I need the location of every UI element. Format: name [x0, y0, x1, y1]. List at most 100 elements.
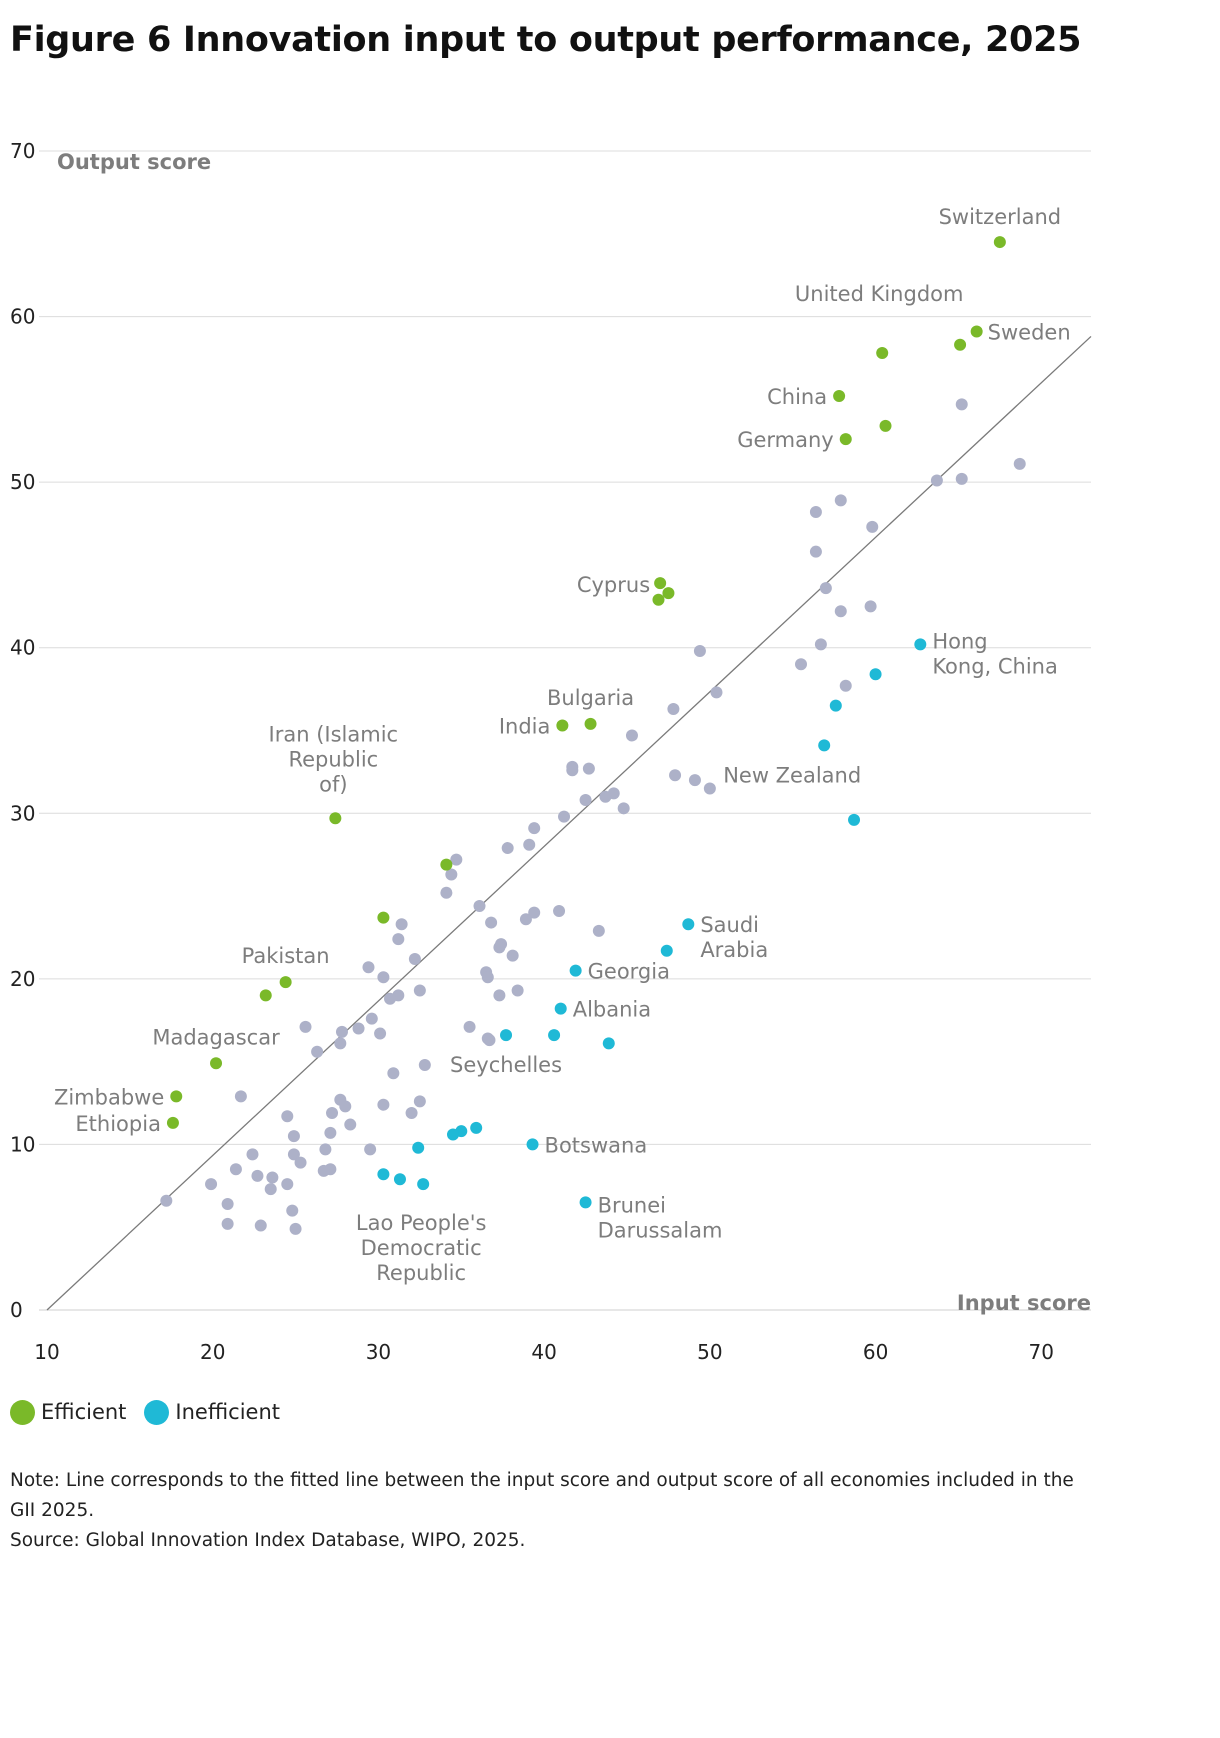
- economy-point: [599, 790, 612, 803]
- economy-point: [287, 1130, 300, 1143]
- economy-label-line: Cyprus: [577, 573, 650, 597]
- inefficient-point: [470, 1121, 483, 1134]
- economy-point: [688, 774, 701, 787]
- inefficient-point: [500, 1029, 513, 1042]
- economy-point: [287, 1148, 300, 1161]
- economy-label-line: Zimbabwe: [54, 1085, 164, 1109]
- economy-label-line: Madagascar: [152, 1025, 280, 1049]
- scatter-chart: 0 10 20 30 40 50 60 70 10 20 30 40 50 60 70 Output scor…: [10, 139, 1092, 1364]
- inefficient-point: [682, 918, 695, 931]
- economy-point: [485, 916, 498, 929]
- efficient-point: [377, 911, 390, 924]
- inefficient-point: [602, 1037, 615, 1050]
- economy-point: [693, 645, 706, 658]
- economy-point: [819, 582, 832, 595]
- legend-swatch-efficient: [10, 1399, 35, 1425]
- economy-label: Hong Kong, China: [932, 629, 1058, 678]
- inefficient-point: [526, 1138, 539, 1151]
- economy-point: [834, 494, 847, 507]
- efficient-point: [440, 858, 453, 871]
- economy-point: [374, 1027, 387, 1040]
- economy-point: [528, 822, 541, 835]
- inefficient-point: [412, 1141, 425, 1154]
- economy-point: [473, 900, 486, 913]
- economy-point: [703, 782, 716, 795]
- economy-point: [519, 913, 532, 926]
- economy-point: [352, 1022, 365, 1035]
- economy-point: [229, 1163, 242, 1176]
- economy-label-line: Hong: [932, 629, 987, 653]
- economy-point: [579, 794, 592, 807]
- inefficient-point: [660, 944, 673, 957]
- economy-point: [418, 1058, 431, 1071]
- x-axis-label: Input score: [957, 1291, 1091, 1315]
- economy-label-line: of): [319, 772, 347, 796]
- economy-point: [392, 933, 405, 946]
- fitted-line: [46, 335, 1092, 1311]
- inefficient-point: [914, 638, 927, 651]
- economy-point: [795, 658, 807, 671]
- economy-point: [160, 1194, 173, 1207]
- economy-point: [528, 906, 541, 919]
- efficient-point: [993, 236, 1006, 249]
- inefficient-point: [869, 668, 882, 681]
- economy-point: [413, 1095, 426, 1108]
- efficient-point: [839, 433, 852, 446]
- x-tick-label: 40: [531, 1340, 556, 1364]
- economy-point: [299, 1020, 312, 1033]
- economy-point: [523, 838, 536, 851]
- chart-title: Figure 6 Innovation input to output perf…: [10, 20, 1082, 60]
- efficient-point: [584, 717, 597, 730]
- economy-point: [667, 702, 680, 715]
- economy-point: [311, 1045, 324, 1058]
- x-tick-label: 60: [863, 1340, 888, 1364]
- economy-point: [405, 1106, 418, 1119]
- economy-label: Zimbabwe: [54, 1085, 164, 1109]
- economy-label-line: Brunei: [598, 1193, 666, 1217]
- inefficient-point: [818, 739, 831, 752]
- economy-point: [809, 545, 822, 558]
- economy-point: [809, 505, 822, 518]
- economy-label: Lao People's Democratic Republic: [356, 1211, 487, 1285]
- economy-point: [344, 1118, 357, 1131]
- economy-point: [553, 904, 566, 917]
- economy-point: [251, 1169, 264, 1182]
- economy-point: [281, 1110, 294, 1123]
- y-tick-label: 60: [10, 305, 35, 329]
- economy-point: [506, 949, 519, 962]
- economy-label-line: Seychelles: [450, 1053, 562, 1077]
- economy-label-line: Botswana: [545, 1133, 648, 1157]
- economy-point: [362, 961, 375, 974]
- economy-point: [221, 1198, 234, 1211]
- economy-point: [319, 1143, 332, 1156]
- economy-label: Seychelles: [450, 1053, 562, 1077]
- y-tick-label: 30: [10, 801, 35, 825]
- economy-label-line: Germany: [737, 428, 834, 452]
- inefficient-point: [829, 699, 842, 712]
- legend: Efficient Inefficient: [10, 1398, 298, 1426]
- economy-point: [266, 1171, 279, 1184]
- economy-point: [955, 398, 968, 411]
- efficient-point: [654, 577, 667, 590]
- x-tick-label: 50: [697, 1340, 722, 1364]
- y-tick-label: 50: [10, 470, 35, 494]
- economy-point: [413, 984, 426, 997]
- x-tick-label: 70: [1029, 1340, 1054, 1364]
- inefficient-point: [377, 1168, 390, 1181]
- economy-label: Sweden: [988, 320, 1071, 344]
- economy-label-line: Saudi: [700, 913, 759, 937]
- economy-point: [221, 1217, 234, 1230]
- efficient-point: [259, 989, 272, 1002]
- x-tick-label: 10: [34, 1340, 59, 1364]
- economy-point: [384, 992, 397, 1005]
- economy-point: [566, 764, 579, 777]
- economy-point: [511, 984, 524, 997]
- economy-label: Botswana: [545, 1133, 648, 1157]
- economy-label: Iran (Islamic Republic of): [269, 722, 399, 796]
- economy-label-line: India: [499, 715, 551, 739]
- economy-label-line: Pakistan: [242, 944, 330, 968]
- efficient-point: [210, 1057, 223, 1070]
- economy-label-line: Iran (Islamic: [269, 722, 399, 746]
- economy-label-line: Republic: [376, 1261, 466, 1285]
- economy-point: [234, 1090, 247, 1103]
